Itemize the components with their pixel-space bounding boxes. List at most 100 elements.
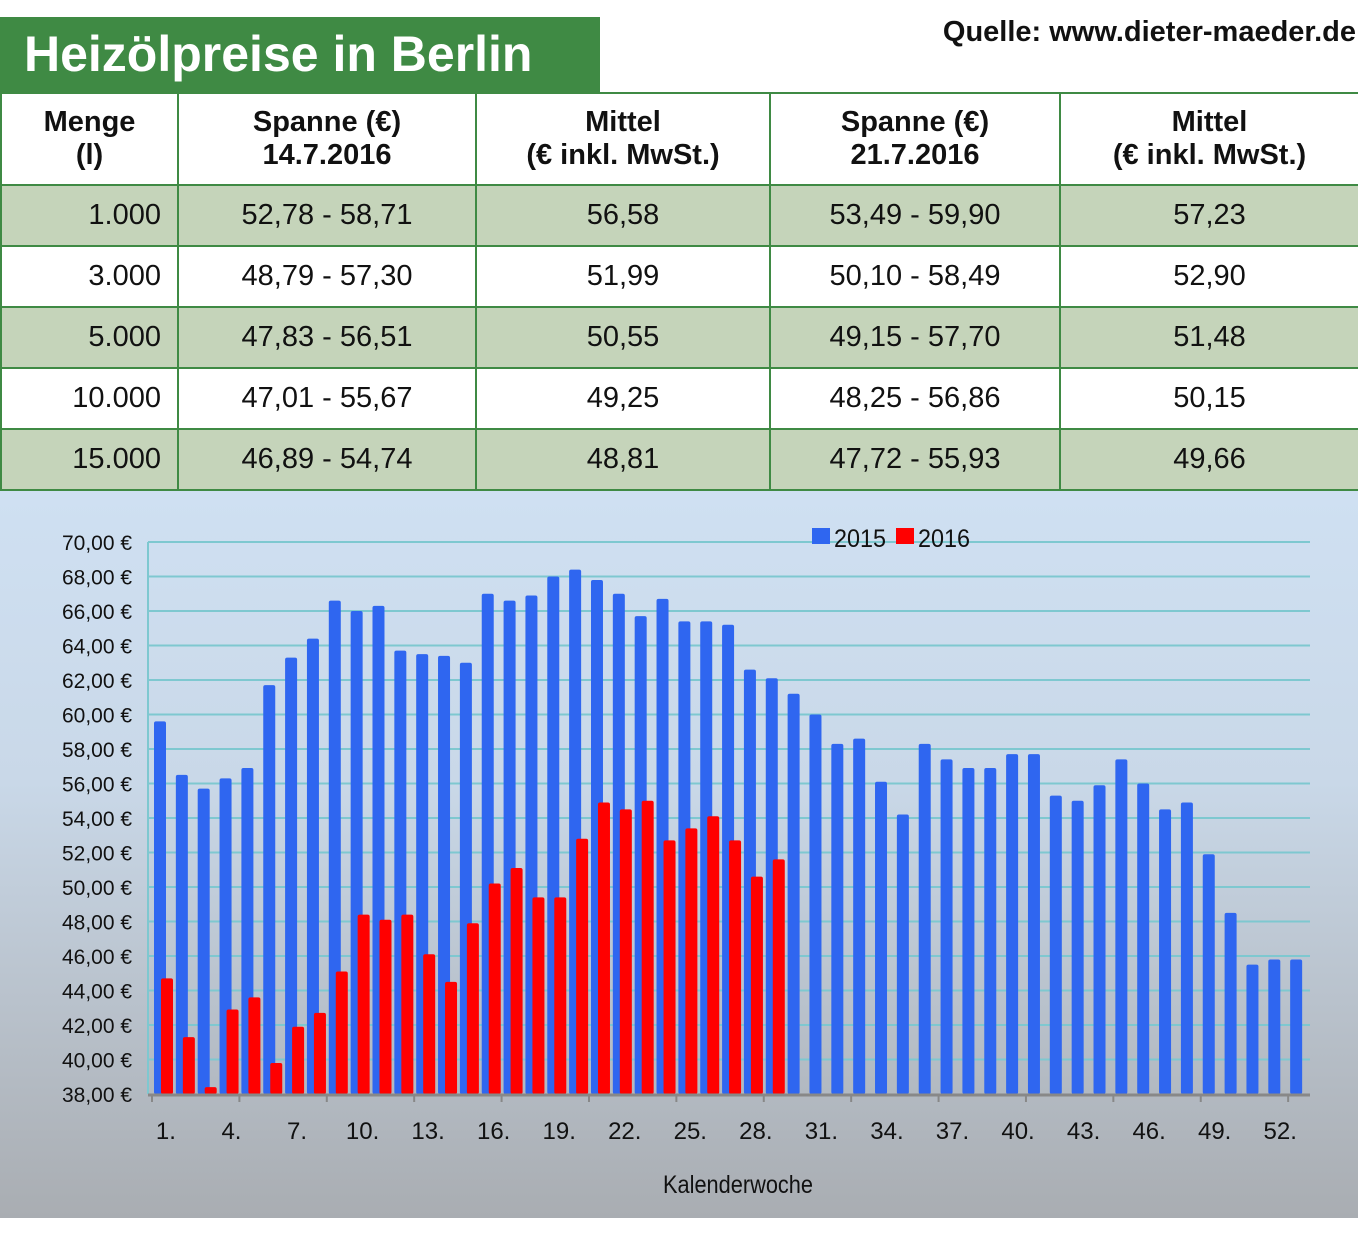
bar-2016-week-13 <box>423 954 436 1094</box>
column-header: Mittel (€ inkl. MwSt.) <box>475 92 771 186</box>
bar-2016-week-14 <box>445 981 458 1094</box>
column-header: Menge (l) <box>0 92 179 186</box>
bar-2016-week-16 <box>488 883 501 1094</box>
y-tick-label: 62,00 € <box>62 670 132 693</box>
y-tick-label: 58,00 € <box>62 739 132 762</box>
y-tick-label: 44,00 € <box>62 981 132 1004</box>
bar-2015-week-53 <box>1290 959 1303 1094</box>
x-tick-label: 34. <box>870 1118 903 1145</box>
bar-2015-week-36 <box>918 743 931 1094</box>
table-cell: 48,79 - 57,30 <box>177 245 477 308</box>
header-line: Spanne (€) <box>840 106 990 138</box>
column-header: Spanne (€) 14.7.2016 <box>177 92 477 186</box>
table-row: 10.000 47,01 - 55,67 49,25 48,25 - 56,86 50,… <box>0 367 1358 430</box>
bar-2016-week-8 <box>313 1012 326 1094</box>
x-tick-label: 22. <box>608 1118 641 1145</box>
x-tick-label: 13. <box>411 1118 444 1145</box>
table-cell: 49,25 <box>475 367 771 430</box>
bar-2016-week-22 <box>619 809 632 1094</box>
x-tick-label: 40. <box>1001 1118 1034 1145</box>
bar-2015-week-41 <box>1027 754 1040 1094</box>
bar-2016-week-3 <box>204 1087 217 1094</box>
bar-2015-week-45 <box>1115 759 1128 1094</box>
header-line: 21.7.2016 <box>850 139 980 171</box>
bar-2015-week-50 <box>1224 912 1237 1094</box>
y-tick-label: 56,00 € <box>62 774 132 797</box>
bar-2015-week-40 <box>1006 754 1019 1094</box>
legend-label: 2016 <box>918 525 970 553</box>
bar-2015-week-49 <box>1202 854 1215 1094</box>
table-cell: 51,48 <box>1059 306 1358 369</box>
x-tick-label: 19. <box>543 1118 576 1145</box>
y-tick-label: 38,00 € <box>62 1084 132 1107</box>
legend-swatch-2016 <box>896 528 914 544</box>
bar-2015-week-42 <box>1049 795 1062 1094</box>
bar-2015-week-39 <box>984 767 997 1094</box>
bar-2015-week-47 <box>1159 809 1172 1094</box>
y-tick-label: 50,00 € <box>62 877 132 900</box>
x-tick-label: 49. <box>1198 1118 1231 1145</box>
table-cell: 5.000 <box>0 306 179 369</box>
bar-2016-week-21 <box>597 802 610 1094</box>
table-cell: 57,23 <box>1059 184 1358 247</box>
bar-2015-week-8 <box>306 638 319 1094</box>
bar-2016-week-18 <box>532 897 545 1094</box>
table-row: 5.000 47,83 - 56,51 50,55 49,15 - 57,70 51,4… <box>0 306 1358 369</box>
header-line: Spanne (€) <box>252 106 402 138</box>
x-tick-label: 28. <box>739 1118 772 1145</box>
table-cell: 47,72 - 55,93 <box>769 428 1061 491</box>
bar-2015-week-3 <box>197 788 210 1094</box>
bar-2016-week-11 <box>379 919 392 1094</box>
y-tick-label: 70,00 € <box>62 532 132 555</box>
legend-swatch-2015 <box>812 528 830 544</box>
table-cell: 52,78 - 58,71 <box>177 184 477 247</box>
table-cell: 56,58 <box>475 184 771 247</box>
table-cell: 47,83 - 56,51 <box>177 306 477 369</box>
bar-2016-week-20 <box>576 838 589 1094</box>
bar-2016-week-17 <box>510 868 523 1094</box>
column-header: Spanne (€) 21.7.2016 <box>769 92 1061 186</box>
bar-2016-week-12 <box>401 914 414 1094</box>
bar-2016-week-6 <box>270 1062 283 1094</box>
table-header-row: Menge (l) Spanne (€) 14.7.2016 Mittel (€ inkl… <box>0 92 1358 186</box>
table-cell: 51,99 <box>475 245 771 308</box>
bar-2015-week-9 <box>328 600 341 1094</box>
y-tick-label: 52,00 € <box>62 843 132 866</box>
x-tick-label: 10. <box>346 1118 379 1145</box>
table-cell: 1.000 <box>0 184 179 247</box>
legend-label: 2015 <box>834 525 886 553</box>
page-title: Heizölpreise in Berlin <box>0 17 600 92</box>
bar-2015-week-44 <box>1093 785 1106 1094</box>
bar-2016-week-25 <box>685 828 698 1094</box>
table-cell: 52,90 <box>1059 245 1358 308</box>
table-cell: 47,01 - 55,67 <box>177 367 477 430</box>
bar-2015-week-34 <box>875 781 888 1094</box>
header-line: Mittel <box>585 106 661 138</box>
y-tick-label: 42,00 € <box>62 1015 132 1038</box>
x-tick-label: 46. <box>1132 1118 1165 1145</box>
header-line: (l) <box>75 139 104 171</box>
bar-2015-week-35 <box>896 814 909 1094</box>
bar-2015-week-30 <box>787 693 800 1094</box>
bar-2015-week-46 <box>1137 783 1150 1094</box>
x-tick-label: 4. <box>221 1118 241 1145</box>
bar-2016-week-10 <box>357 914 370 1094</box>
bar-2016-week-15 <box>466 923 479 1094</box>
bar-2016-week-24 <box>663 840 676 1094</box>
bar-2016-week-2 <box>182 1037 195 1094</box>
bar-2016-week-1 <box>161 978 173 1094</box>
x-tick-label: 25. <box>674 1118 707 1145</box>
x-tick-label: 37. <box>936 1118 969 1145</box>
bar-2015-week-38 <box>962 767 975 1094</box>
table-cell: 3.000 <box>0 245 179 308</box>
bar-2015-week-48 <box>1180 802 1193 1094</box>
y-tick-label: 68,00 € <box>62 567 132 590</box>
header-line: (€ inkl. MwSt.) <box>1112 139 1307 171</box>
y-tick-label: 66,00 € <box>62 601 132 624</box>
y-tick-label: 54,00 € <box>62 808 132 831</box>
price-chart: 38,00 € 40,00 € 42,00 € 44,00 € 46,00 € 48,00… <box>0 491 1358 1218</box>
bar-2016-week-29 <box>772 859 785 1094</box>
table-cell: 49,15 - 57,70 <box>769 306 1061 369</box>
header-line: 14.7.2016 <box>262 139 392 171</box>
